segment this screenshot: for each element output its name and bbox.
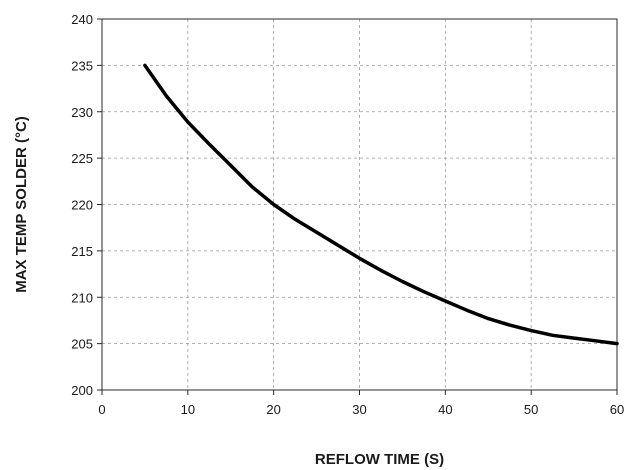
y-axis-title: MAX TEMP SOLDER (°C) [13, 116, 30, 293]
series-line [143, 63, 619, 346]
x-tick-label: 10 [181, 402, 195, 417]
x-tick-label: 20 [266, 402, 280, 417]
series-layer [143, 63, 619, 346]
y-tick-label: 225 [71, 151, 93, 166]
grid-lines [102, 19, 617, 390]
y-tick-label: 215 [71, 244, 93, 259]
y-tick-label: 205 [71, 337, 93, 352]
y-tick-label: 210 [71, 290, 93, 305]
x-tick-label: 50 [524, 402, 538, 417]
y-tick-label: 230 [71, 105, 93, 120]
x-axis-title: REFLOW TIME (S) [315, 451, 444, 468]
y-axis-tick-labels: 200 205 210 215 220 225 230 235 240 [71, 12, 93, 398]
x-axis-tick-labels: 0 10 20 30 40 50 60 [98, 402, 624, 417]
y-tick-label: 240 [71, 12, 93, 27]
axis-ticks [97, 18, 618, 395]
x-tick-label: 40 [438, 402, 452, 417]
y-tick-label: 220 [71, 198, 93, 213]
x-tick-label: 30 [352, 402, 366, 417]
x-tick-label: 60 [610, 402, 624, 417]
x-tick-label: 0 [98, 402, 105, 417]
y-tick-label: 235 [71, 58, 93, 73]
y-tick-label: 200 [71, 383, 93, 398]
